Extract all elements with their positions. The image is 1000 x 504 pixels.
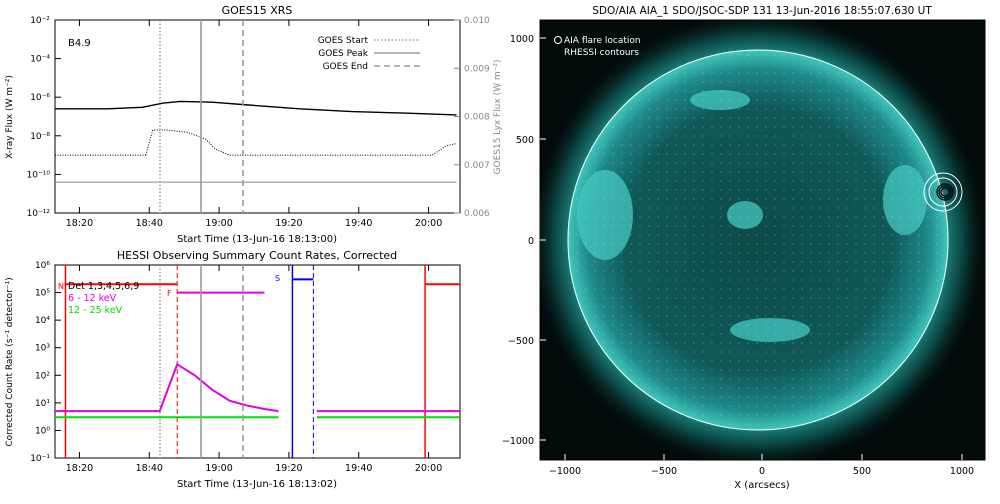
hessi-ylabel: Corrected Count Rate (s⁻¹ detector⁻¹): [5, 277, 15, 446]
hessi-ytick-label: 10⁴: [35, 316, 50, 326]
goes-ytick-label: 10⁻⁶: [30, 93, 50, 103]
aia-xtick-label: −500: [651, 466, 677, 477]
goes-legend-start: GOES Start: [318, 36, 369, 46]
hessi-flag-f: F: [167, 289, 172, 298]
hessi-legend: Det 1,3,4,5,6,9 6 - 12 keV 12 - 25 keV: [68, 281, 139, 316]
goes-xtick-label: 19:20: [275, 218, 302, 229]
goes-ytick-right-label: 0.007: [464, 161, 490, 171]
hessi-x-ticks: 18:20 18:40 19:00 19:20 19:40 20:00: [66, 265, 442, 474]
goes-ytick-label: 10⁻¹⁰: [27, 170, 51, 180]
hessi-ytick-label: 10⁶: [35, 261, 50, 271]
hessi-y-ticks: 10⁶ 10⁵ 10⁴ 10³ 10² 10¹ 10⁰ 10⁻¹: [30, 261, 61, 464]
hessi-xtick-label: 18:40: [136, 463, 163, 474]
hessi-ytick-label: 10⁻¹: [30, 454, 50, 464]
goes-ytick-right-label: 0.006: [464, 209, 490, 219]
hessi-xtick-label: 20:00: [415, 463, 442, 474]
goes-legend: GOES Start GOES Peak GOES End: [318, 36, 420, 72]
aia-y-ticks: 1000 500 0 −500 −1000: [502, 34, 546, 447]
aia-ytick-label: −1000: [502, 436, 534, 447]
goes-ytick-label: 10⁻¹²: [27, 209, 51, 219]
aia-flare-marker: [923, 172, 963, 212]
goes-y-ticks-right: 0.010 0.009 0.008 0.007 0.006: [454, 16, 490, 219]
goes-xtick-label: 18:20: [66, 218, 93, 229]
hessi-attenuator-bars: [64, 265, 460, 458]
aia-xtick-label: 500: [853, 466, 871, 477]
aia-flare-circle-outer: [923, 172, 963, 212]
aia-legend-flare: AIA flare location: [564, 36, 641, 46]
hessi-flag-n: N: [58, 282, 64, 291]
aia-limb-outline: [567, 49, 949, 431]
aia-title: SDO/AIA AIA_1 SDO/JSOC-SDP 131 13-Jun-20…: [592, 5, 932, 17]
aia-lat-lon-grid: [571, 53, 945, 427]
aia-xtick-label: 1000: [950, 466, 974, 477]
aia-x-ticks: −1000 −500 0 500 1000: [549, 454, 974, 477]
hessi-flag-s: S: [275, 274, 280, 283]
aia-xtick-label: 0: [759, 466, 765, 477]
hessi-ytick-label: 10⁰: [35, 426, 50, 436]
goes-legend-peak: GOES Peak: [318, 49, 368, 59]
hessi-ytick-label: 10⁵: [35, 289, 50, 299]
aia-flare-circle-inner: [928, 177, 958, 207]
goes-series-1: [145, 129, 457, 156]
goes-ytick-label: 10⁻⁸: [30, 132, 50, 142]
aia-xlabel: X (arcsecs): [734, 480, 790, 491]
aia-rhessi-contour-2: [938, 185, 952, 199]
hessi-legend-low: 6 - 12 keV: [68, 293, 117, 304]
goes-panel: GOES15 XRS B4.9 18:20 18:40 19:00 19:20 19:4…: [5, 4, 503, 245]
hessi-legend-det: Det 1,3,4,5,6,9: [68, 281, 139, 292]
hessi-panel: HESSI Observing Summary Count Rates, Cor…: [5, 249, 461, 490]
goes-xlabel: Start Time (13-Jun-16 18:13:00): [177, 234, 337, 245]
aia-legend-marker: [554, 36, 562, 44]
aia-ytick-label: 500: [516, 135, 534, 146]
goes-xtick-label: 19:00: [205, 218, 232, 229]
goes-x-ticks: 18:20 18:40 19:00 19:20 19:40 20:00: [66, 20, 442, 229]
hessi-title: HESSI Observing Summary Count Rates, Cor…: [117, 249, 397, 262]
goes-ytick-label: 10⁻⁴: [30, 55, 50, 65]
goes-ytick-right-label: 0.010: [464, 16, 490, 26]
aia-ytick-label: 0: [528, 236, 534, 247]
goes-y-ticks-left: 10⁻² 10⁻⁴ 10⁻⁶ 10⁻⁸ 10⁻¹⁰ 10⁻¹²: [27, 16, 61, 219]
aia-ytick-label: −500: [508, 336, 534, 347]
aia-xtick-label: −1000: [549, 466, 581, 477]
goes-legend-end: GOES End: [323, 62, 368, 72]
goes-ytick-label: 10⁻²: [30, 16, 50, 26]
hessi-xtick-label: 19:00: [205, 463, 232, 474]
hessi-ytick-label: 10¹: [35, 399, 50, 409]
goes-ytick-right-label: 0.008: [464, 113, 490, 123]
hessi-legend-high: 12 - 25 keV: [68, 305, 123, 316]
goes-ylabel-right: GOES15 Lyx Flux (W m⁻²): [493, 60, 503, 175]
goes-xtick-label: 20:00: [415, 218, 442, 229]
hessi-series: [55, 362, 460, 419]
aia-rhessi-contour-1: [936, 183, 954, 201]
goes-class-label: B4.9: [68, 38, 91, 49]
hessi-ytick-label: 10²: [35, 371, 50, 381]
hessi-plot-frame: [54, 264, 461, 459]
goes-xtick-label: 18:40: [136, 218, 163, 229]
goes-ylabel-left: X-ray Flux (W m⁻²): [5, 75, 15, 159]
goes-ytick-right-label: 0.009: [464, 64, 490, 74]
hessi-xlabel: Start Time (13-Jun-16 18:13:02): [177, 479, 337, 490]
aia-rhessi-contour-3: [940, 187, 950, 197]
hessi-xtick-label: 18:20: [66, 463, 93, 474]
hessi-ytick-label: 10³: [35, 344, 50, 354]
goes-series-0: [55, 100, 457, 116]
aia-panel: SDO/AIA AIA_1 SDO/JSOC-SDP 131 13-Jun-20…: [502, 5, 986, 491]
hessi-series-0: [55, 362, 279, 413]
hessi-xtick-label: 19:40: [345, 463, 372, 474]
goes-title: GOES15 XRS: [222, 4, 293, 17]
goes-plot-frame: [54, 19, 461, 214]
goes-xtick-label: 19:40: [345, 218, 372, 229]
aia-legend-rhessi: RHESSI contours: [564, 48, 639, 58]
goes-series: [55, 100, 457, 183]
hessi-xtick-label: 19:20: [275, 463, 302, 474]
aia-ytick-label: 1000: [510, 34, 534, 45]
